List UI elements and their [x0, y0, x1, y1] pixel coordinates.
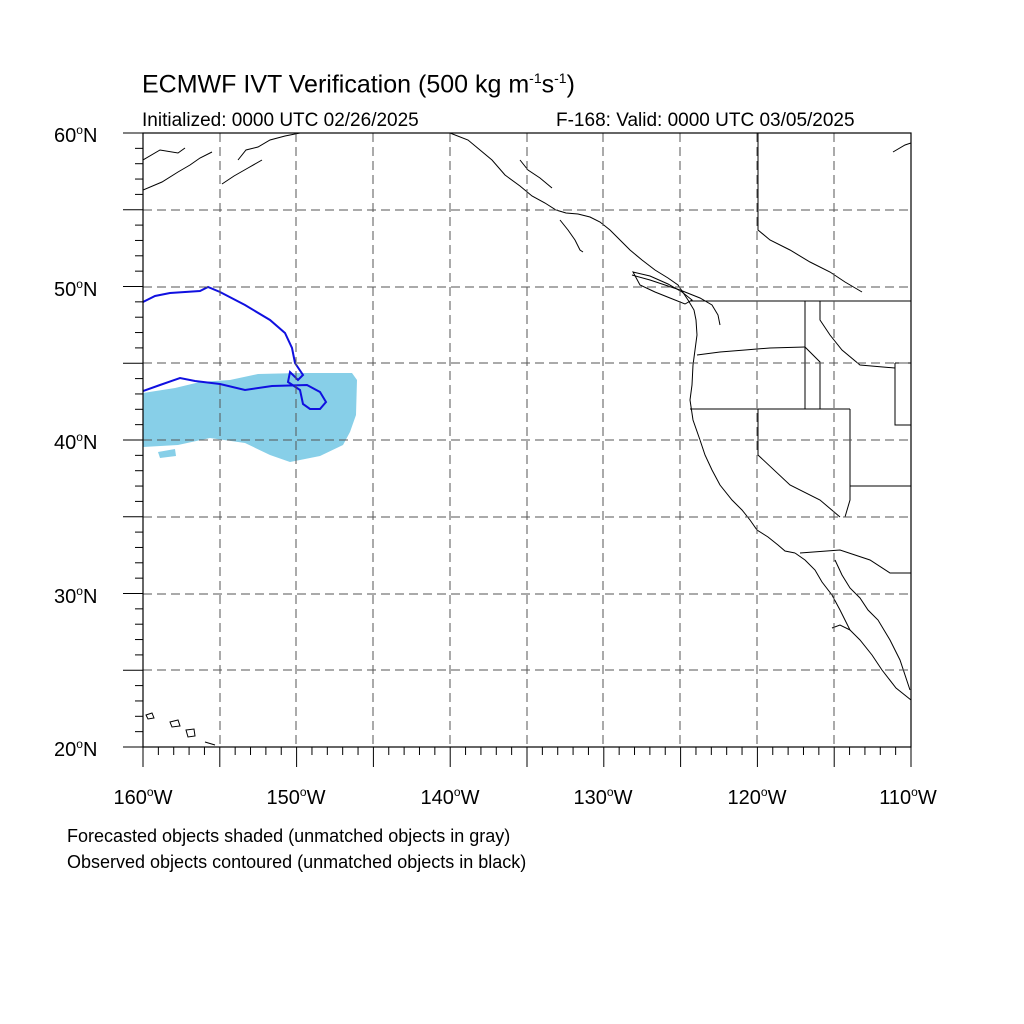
valid-time-label: F-168: Valid: 0000 UTC 03/05/2025 — [556, 110, 855, 131]
graticule — [143, 133, 911, 747]
chart-title: ECMWF IVT Verification (500 kg m-1s-1) — [142, 70, 575, 99]
lon-label-160w: 160oW — [113, 785, 173, 809]
lon-label-140w: 140oW — [420, 785, 480, 809]
state-borders — [690, 133, 911, 574]
lat-label-50n: 50oN — [54, 277, 98, 301]
lat-label-20n: 20oN — [54, 737, 98, 761]
lon-label-110w: 110oW — [879, 785, 937, 809]
lat-label-40n: 40oN — [54, 430, 98, 454]
forecast-ivt-object — [143, 373, 357, 462]
note-forecast-objects: Forecasted objects shaded (unmatched obj… — [67, 826, 511, 846]
axis-ticks — [123, 132, 912, 767]
lat-label-30n: 30oN — [54, 584, 98, 608]
note-observed-objects: Observed objects contoured (unmatched ob… — [67, 852, 527, 872]
lon-label-130w: 130oW — [573, 785, 633, 809]
lon-label-120w: 120oW — [727, 785, 787, 809]
initialized-label: Initialized: 0000 UTC 02/26/2025 — [142, 110, 419, 131]
observed-ivt-contour — [143, 285, 328, 410]
coastlines — [143, 133, 911, 746]
lat-label-60n: 60oN — [54, 123, 98, 147]
lon-label-150w: 150oW — [266, 785, 326, 809]
